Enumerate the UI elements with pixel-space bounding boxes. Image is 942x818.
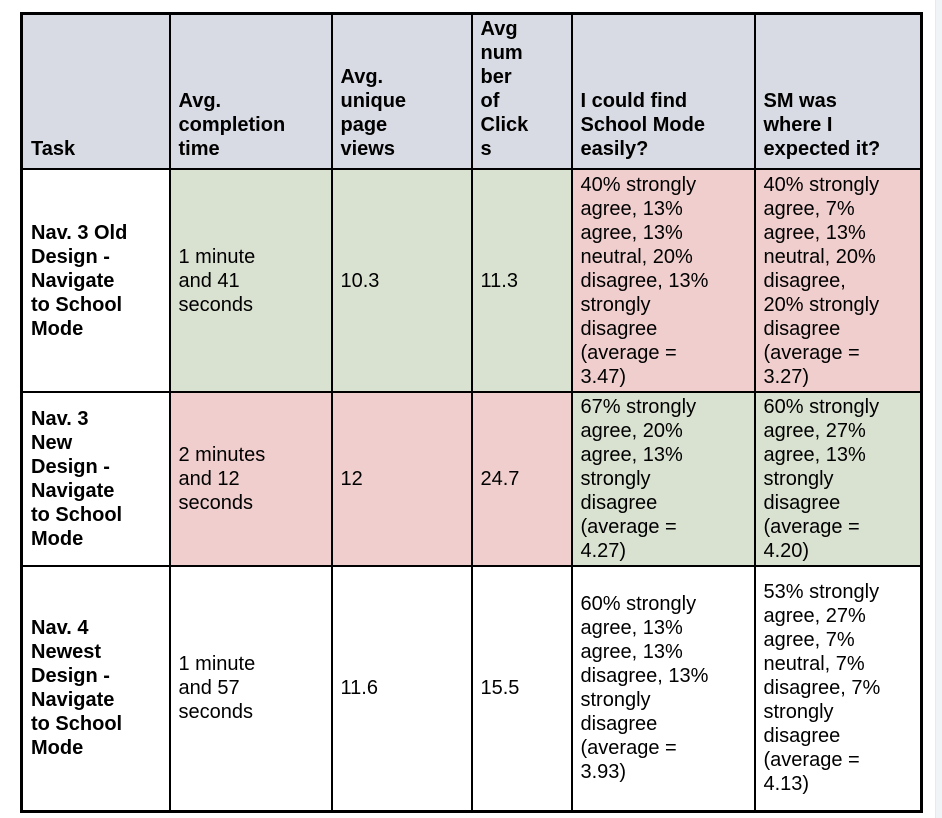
cell-row1-avg-number-of-clicks: 11.3 (470, 168, 573, 393)
table-row: Nav. 3 Old Design - Navigate to School M… (20, 168, 923, 393)
cell-row2-avg-number-of-clicks: 24.7 (470, 391, 573, 567)
cell-row1-find-school-mode-easily: 40% strongly agree, 13% agree, 13% neutr… (570, 168, 756, 393)
table-row: Nav. 4 Newest Design - Navigate to Schoo… (20, 565, 923, 812)
cell-row3-avg-number-of-clicks: 15.5 (470, 565, 573, 812)
cell-row1-sm-where-expected: 40% strongly agree, 7% agree, 13% neutra… (753, 168, 923, 393)
cell-row2-avg-completion-time: 2 minutes and 12 seconds (168, 391, 333, 567)
cell-row1-avg-unique-page-views: 10.3 (330, 168, 473, 393)
cell-row3-find-school-mode-easily: 60% strongly agree, 13% agree, 13% disag… (570, 565, 756, 812)
cell-row3-task: Nav. 4 Newest Design - Navigate to Schoo… (20, 565, 171, 812)
header-find-school-mode-easily: I could find School Mode easily? (570, 12, 756, 170)
cell-row3-avg-unique-page-views: 11.6 (330, 565, 473, 812)
header-avg-unique-page-views: Avg. unique page views (330, 12, 473, 170)
page-right-edge (935, 0, 942, 818)
usability-results-table: Task Avg. completion time Avg. unique pa… (20, 12, 923, 813)
header-avg-completion-time: Avg. completion time (168, 12, 333, 170)
cell-row2-avg-unique-page-views: 12 (330, 391, 473, 567)
header-sm-where-expected: SM was where I expected it? (753, 12, 923, 170)
cell-row2-sm-where-expected: 60% strongly agree, 27% agree, 13% stron… (753, 391, 923, 567)
header-row: Task Avg. completion time Avg. unique pa… (20, 12, 923, 170)
cell-row3-avg-completion-time: 1 minute and 57 seconds (168, 565, 333, 812)
header-task: Task (20, 12, 171, 170)
table-row: Nav. 3 New Design - Navigate to School M… (20, 391, 923, 567)
cell-row1-avg-completion-time: 1 minute and 41 seconds (168, 168, 333, 393)
cell-row2-task: Nav. 3 New Design - Navigate to School M… (20, 391, 171, 567)
cell-row2-find-school-mode-easily: 67% strongly agree, 20% agree, 13% stron… (570, 391, 756, 567)
cell-row1-task: Nav. 3 Old Design - Navigate to School M… (20, 168, 171, 393)
header-avg-number-of-clicks: Avg num ber of Click s (470, 12, 573, 170)
cell-row3-sm-where-expected: 53% strongly agree, 27% agree, 7% neutra… (753, 565, 923, 812)
